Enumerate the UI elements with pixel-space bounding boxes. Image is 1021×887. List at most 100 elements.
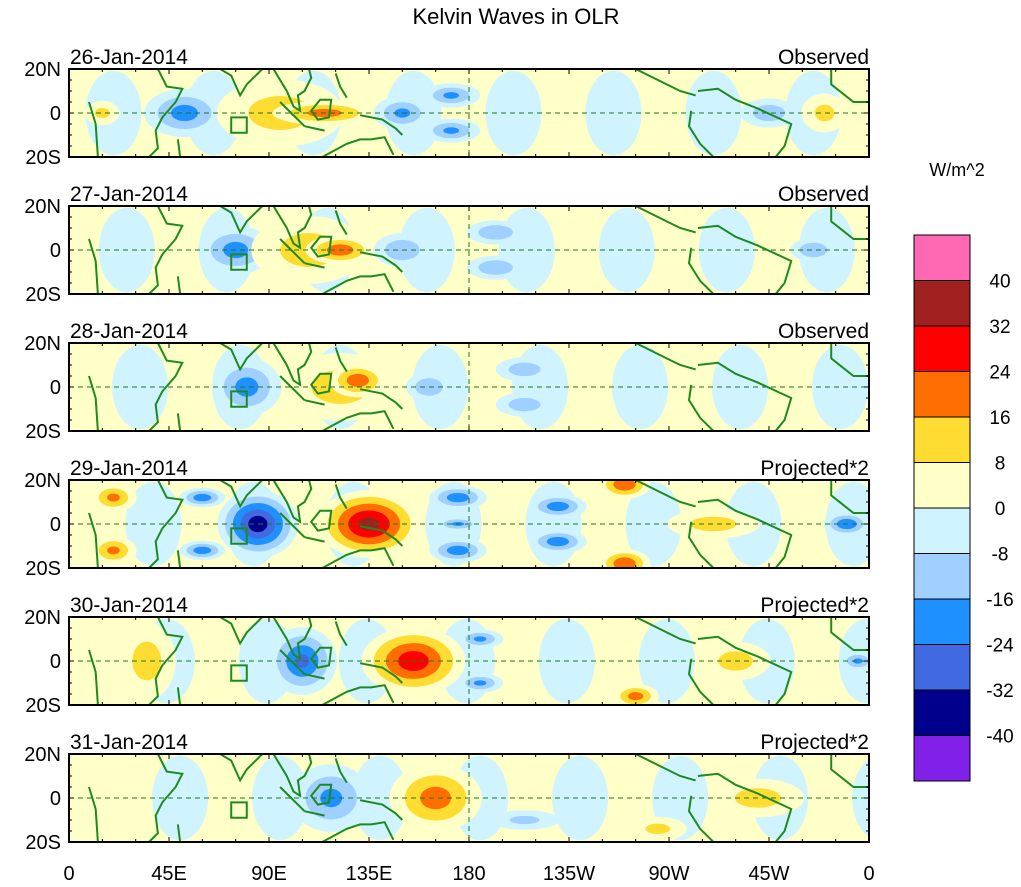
- coastline: [148, 343, 184, 431]
- colorbar-level-label: 24: [989, 363, 1011, 384]
- coastline: [272, 617, 313, 661]
- colorbar-level-label: 8: [995, 454, 1006, 475]
- coastline: [334, 758, 348, 784]
- weak-negative-band: [598, 207, 655, 293]
- panel-26-Jan-2014: 20N 0 20S 26-Jan-2014 Observed: [24, 46, 870, 169]
- contour-positive: [814, 104, 835, 122]
- colorbar-level-label: 16: [989, 408, 1010, 429]
- index-box: [230, 116, 248, 134]
- coastline: [219, 69, 264, 98]
- colorbar-swatch: [913, 462, 971, 509]
- coastline: [697, 635, 793, 705]
- panel-29-Jan-2014: 20N 0 20S 29-Jan-2014 Projected*2: [24, 457, 870, 580]
- contour-negative: [546, 536, 569, 547]
- panel-label: Observed: [778, 183, 869, 206]
- colorbar-swatch: [913, 553, 971, 600]
- contour-positive: [420, 786, 452, 810]
- index-box: [230, 253, 248, 271]
- contour-positive: [107, 546, 120, 555]
- coastline: [321, 136, 395, 157]
- coastline: [219, 343, 264, 372]
- coastline: [176, 413, 182, 431]
- anomaly-field: [85, 70, 848, 156]
- panel-date: 28-Jan-2014: [70, 320, 188, 343]
- x-tick-label: 90W: [648, 863, 689, 885]
- coastline: [148, 617, 184, 705]
- colorbar-swatch: [913, 598, 971, 645]
- coastline: [830, 69, 869, 103]
- coastlines: [88, 480, 869, 568]
- colorbar-level-label: 0: [995, 499, 1006, 520]
- coastline: [304, 262, 325, 269]
- colorbar-swatch: [913, 371, 971, 418]
- coastline: [176, 687, 182, 705]
- contour-negative: [509, 815, 540, 825]
- contour-negative: [508, 397, 541, 412]
- coastline: [830, 480, 869, 514]
- coastline: [304, 125, 325, 132]
- colorbar-level-label: -40: [986, 727, 1013, 748]
- colorbar: W/m^2 -40 -32 -24 -16 -8 0 8 16 24 32 40: [913, 160, 1014, 782]
- contour-negative: [446, 545, 469, 556]
- coastlines: [88, 617, 869, 705]
- x-tick-label: 0: [863, 863, 874, 885]
- coastline: [148, 206, 184, 294]
- coastline: [176, 824, 182, 842]
- coastline: [88, 375, 99, 431]
- x-tick-label: 135W: [543, 863, 595, 885]
- x-tick-label: 180: [452, 863, 485, 885]
- x-tick-label: 45E: [151, 863, 187, 885]
- colorbar-level-label: 32: [989, 317, 1010, 338]
- coastline: [88, 101, 99, 157]
- y-tick-label: 20S: [25, 558, 61, 580]
- contour-negative: [546, 501, 569, 512]
- index-box: [230, 527, 248, 545]
- coastline: [830, 754, 869, 788]
- coastline: [687, 521, 715, 568]
- y-tick-label: 20S: [25, 695, 61, 717]
- coastline: [334, 210, 348, 236]
- coastline: [219, 754, 264, 783]
- coastline: [219, 206, 264, 235]
- y-tick-label: 20S: [25, 832, 61, 854]
- panel-label: Projected*2: [760, 731, 869, 754]
- coastline: [148, 480, 184, 568]
- coastlines: [88, 206, 869, 294]
- colorbar-swatch: [913, 234, 971, 281]
- contour-negative: [193, 546, 212, 555]
- coastline: [88, 649, 99, 705]
- coastlines: [88, 343, 869, 431]
- colorbar-swatch: [913, 689, 971, 736]
- coastline: [830, 343, 869, 377]
- coastline: [88, 786, 99, 842]
- coastline: [687, 658, 715, 705]
- contour-negative: [193, 493, 212, 502]
- contour-positive: [690, 516, 737, 532]
- anomaly-field: [117, 618, 869, 705]
- index-box: [230, 390, 248, 408]
- coastline: [635, 754, 696, 782]
- contour-positive: [613, 557, 636, 568]
- coastline: [635, 69, 696, 97]
- panel-label: Projected*2: [760, 594, 869, 617]
- y-tick-label: 20S: [25, 147, 61, 169]
- contour-negative: [508, 362, 541, 377]
- contour-negative: [799, 242, 828, 258]
- coastline: [304, 810, 325, 817]
- x-tick-label: 90E: [251, 863, 287, 885]
- coastline: [635, 617, 696, 645]
- coastline: [321, 684, 395, 705]
- coastline: [687, 384, 715, 431]
- coastline: [687, 110, 715, 157]
- coastline: [219, 480, 264, 509]
- x-tick-label: 45W: [748, 863, 789, 885]
- coastline: [687, 795, 715, 842]
- panels-group: 20N 0 20S 26-Jan-2014 Observed 20N 0 20S 27-Jan-…: [24, 46, 870, 854]
- panel-date: 31-Jan-2014: [70, 731, 188, 754]
- coastline: [635, 343, 696, 371]
- coastline: [304, 399, 325, 406]
- panel-date: 26-Jan-2014: [70, 46, 188, 69]
- contour-negative: [473, 636, 487, 642]
- coastline: [359, 114, 404, 136]
